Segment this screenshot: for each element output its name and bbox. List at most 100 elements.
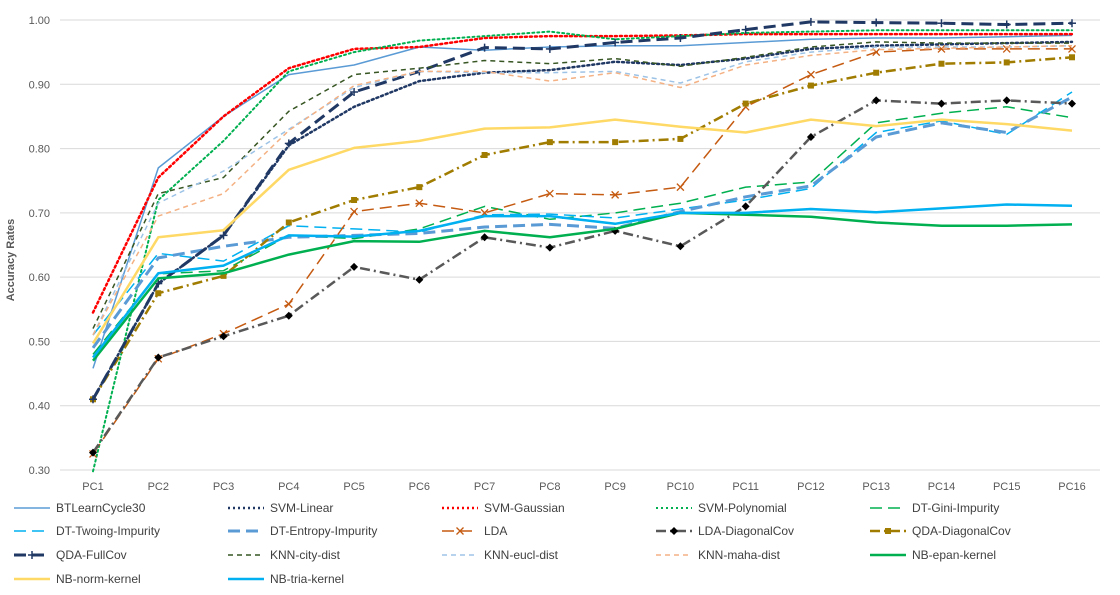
- data-point-qda-diagonalcov: [807, 82, 814, 89]
- legend-label: QDA-DiagonalCov: [912, 524, 1011, 538]
- series-line-knn-maha-dist: [92, 44, 1073, 336]
- x-tick-label: PC13: [862, 481, 890, 493]
- data-point-qda-diagonalcov: [742, 100, 749, 107]
- y-tick-label: 1.00: [29, 15, 50, 27]
- legend-label: NB-epan-kernel: [912, 548, 996, 562]
- x-tick-label: PC4: [278, 481, 299, 493]
- series-qda-fullcov: [89, 17, 1076, 404]
- x-tick-label: PC9: [604, 481, 625, 493]
- data-point-qda-fullcov: [350, 88, 359, 96]
- data-point-qda-diagonalcov: [416, 184, 423, 191]
- x-tick-label: PC3: [213, 481, 234, 493]
- y-axis-ticks: 0.30 0.40 0.50 0.60 0.70 0.80 0.90 1.00: [29, 15, 50, 477]
- series-svm-linear: [91, 40, 1074, 401]
- y-tick-label: 0.70: [29, 208, 50, 220]
- series-line-svm-gaussian: [91, 32, 1074, 314]
- data-point-qda-fullcov: [872, 18, 881, 27]
- data-point-qda-fullcov: [284, 139, 293, 148]
- legend-item-btlearncycle30: BTLearnCycle30: [14, 501, 146, 515]
- x-tick-label: PC7: [474, 481, 495, 493]
- series-nb-tria-kernel: [92, 203, 1073, 359]
- legend-label: SVM-Polynomial: [698, 501, 787, 515]
- x-tick-label: PC1: [82, 481, 103, 493]
- data-point-qda-fullcov: [545, 44, 554, 53]
- data-point-qda-fullcov: [480, 43, 489, 52]
- x-tick-label: PC6: [409, 481, 430, 493]
- legend-item-svm-polynomial: SVM-Polynomial: [656, 501, 787, 515]
- y-tick-label: 0.60: [29, 272, 50, 284]
- data-point-qda-fullcov: [937, 19, 946, 28]
- data-point-lda-diagonalcov: [741, 202, 750, 211]
- x-tick-label: PC12: [797, 481, 825, 493]
- legend-item-dt-gini-impurity: DT-Gini-Impurity: [870, 501, 999, 515]
- legend-item-knn-city-dist: KNN-city-dist: [228, 548, 341, 562]
- series-nb-epan-kernel: [92, 211, 1073, 362]
- data-point-legend-qda-diagonalcov: [885, 528, 891, 534]
- legend-item-nb-tria-kernel: NB-tria-kernel: [228, 572, 344, 586]
- data-point-qda-diagonalcov: [351, 197, 358, 203]
- data-point-lda: [676, 183, 685, 192]
- series-nb-norm-kernel: [91, 118, 1073, 345]
- y-tick-label: 0.30: [29, 465, 50, 477]
- data-point-lda: [1068, 44, 1076, 53]
- series-line-dt-entropy-impurity: [91, 95, 1073, 349]
- data-point-qda-diagonalcov: [938, 60, 945, 67]
- legend-label: KNN-eucl-dist: [484, 548, 559, 562]
- legend-item-dt-entropy-impurity: DT-Entropy-Impurity: [228, 524, 377, 538]
- data-point-qda-fullcov: [1068, 19, 1076, 28]
- x-axis-ticks: PC1 PC2 PC3 PC4 PC5 PC6 PC7 PC8 PC9 PC10 PC11 PC12 P…: [82, 481, 1085, 493]
- legend-label: DT-Twoing-Impurity: [56, 524, 160, 538]
- legend-label: BTLearnCycle30: [56, 501, 146, 515]
- series-dt-gini-impurity: [92, 106, 1073, 355]
- data-point-qda-diagonalcov: [873, 69, 880, 76]
- legend-item-qda-fullcov: QDA-FullCov: [14, 548, 127, 562]
- legend-label: KNN-maha-dist: [698, 548, 781, 562]
- data-point-lda-diagonalcov: [872, 96, 881, 105]
- legend: BTLearnCycle30 SVM-Linear SVM-Gaussian SVM-…: [14, 501, 1011, 586]
- data-point-qda-diagonalcov: [1003, 59, 1010, 66]
- data-point-qda-diagonalcov: [481, 152, 488, 158]
- data-point-lda-diagonalcov: [89, 448, 97, 457]
- series-line-knn-eucl-dist: [92, 44, 1073, 336]
- legend-item-knn-maha-dist: KNN-maha-dist: [656, 548, 781, 562]
- data-point-lda-diagonalcov: [415, 275, 424, 284]
- data-point-qda-diagonalcov: [155, 290, 162, 297]
- series-btlearncycle30: [92, 34, 1073, 369]
- x-tick-label: PC10: [667, 481, 695, 493]
- data-point-legend-lda: [456, 527, 464, 535]
- data-point-lda: [545, 189, 554, 198]
- data-point-lda: [415, 199, 424, 208]
- series-line-dt-twoing-impurity: [92, 91, 1073, 336]
- legend-item-svm-gaussian: SVM-Gaussian: [442, 501, 565, 515]
- series-line-qda-fullcov: [91, 20, 1073, 401]
- x-tick-label: PC5: [343, 481, 364, 493]
- data-point-qda-diagonalcov: [1069, 54, 1075, 61]
- y-tick-label: 0.90: [29, 79, 50, 91]
- series-line-nb-tria-kernel: [92, 203, 1073, 359]
- series-svm-gaussian: [91, 32, 1074, 314]
- data-point-lda-diagonalcov: [350, 262, 359, 271]
- x-tick-label: PC2: [148, 481, 169, 493]
- legend-item-nb-norm-kernel: NB-norm-kernel: [14, 572, 141, 586]
- data-point-qda-fullcov: [219, 231, 228, 240]
- legend-label: LDA: [484, 524, 507, 538]
- data-point-lda-diagonalcov: [284, 311, 293, 320]
- series-lda-diagonalcov: [89, 96, 1076, 457]
- data-point-qda-fullcov: [611, 38, 620, 47]
- data-point-legend-qda-fullcov: [28, 551, 36, 559]
- series-line-svm-linear: [91, 40, 1074, 401]
- series-dt-entropy-impurity: [91, 95, 1073, 349]
- legend-label: QDA-FullCov: [56, 548, 127, 562]
- data-point-lda: [350, 207, 359, 216]
- x-tick-label: PC14: [928, 481, 956, 493]
- series-line-nb-epan-kernel: [92, 211, 1073, 362]
- legend-label: DT-Entropy-Impurity: [270, 524, 377, 538]
- x-tick-label: PC11: [732, 481, 759, 493]
- data-point-qda-fullcov: [89, 395, 97, 404]
- y-tick-label: 0.80: [29, 144, 50, 156]
- data-point-lda-diagonalcov: [1002, 96, 1011, 105]
- legend-label: NB-norm-kernel: [56, 572, 141, 586]
- series-line-btlearncycle30: [92, 34, 1073, 369]
- data-point-qda-fullcov: [806, 17, 815, 26]
